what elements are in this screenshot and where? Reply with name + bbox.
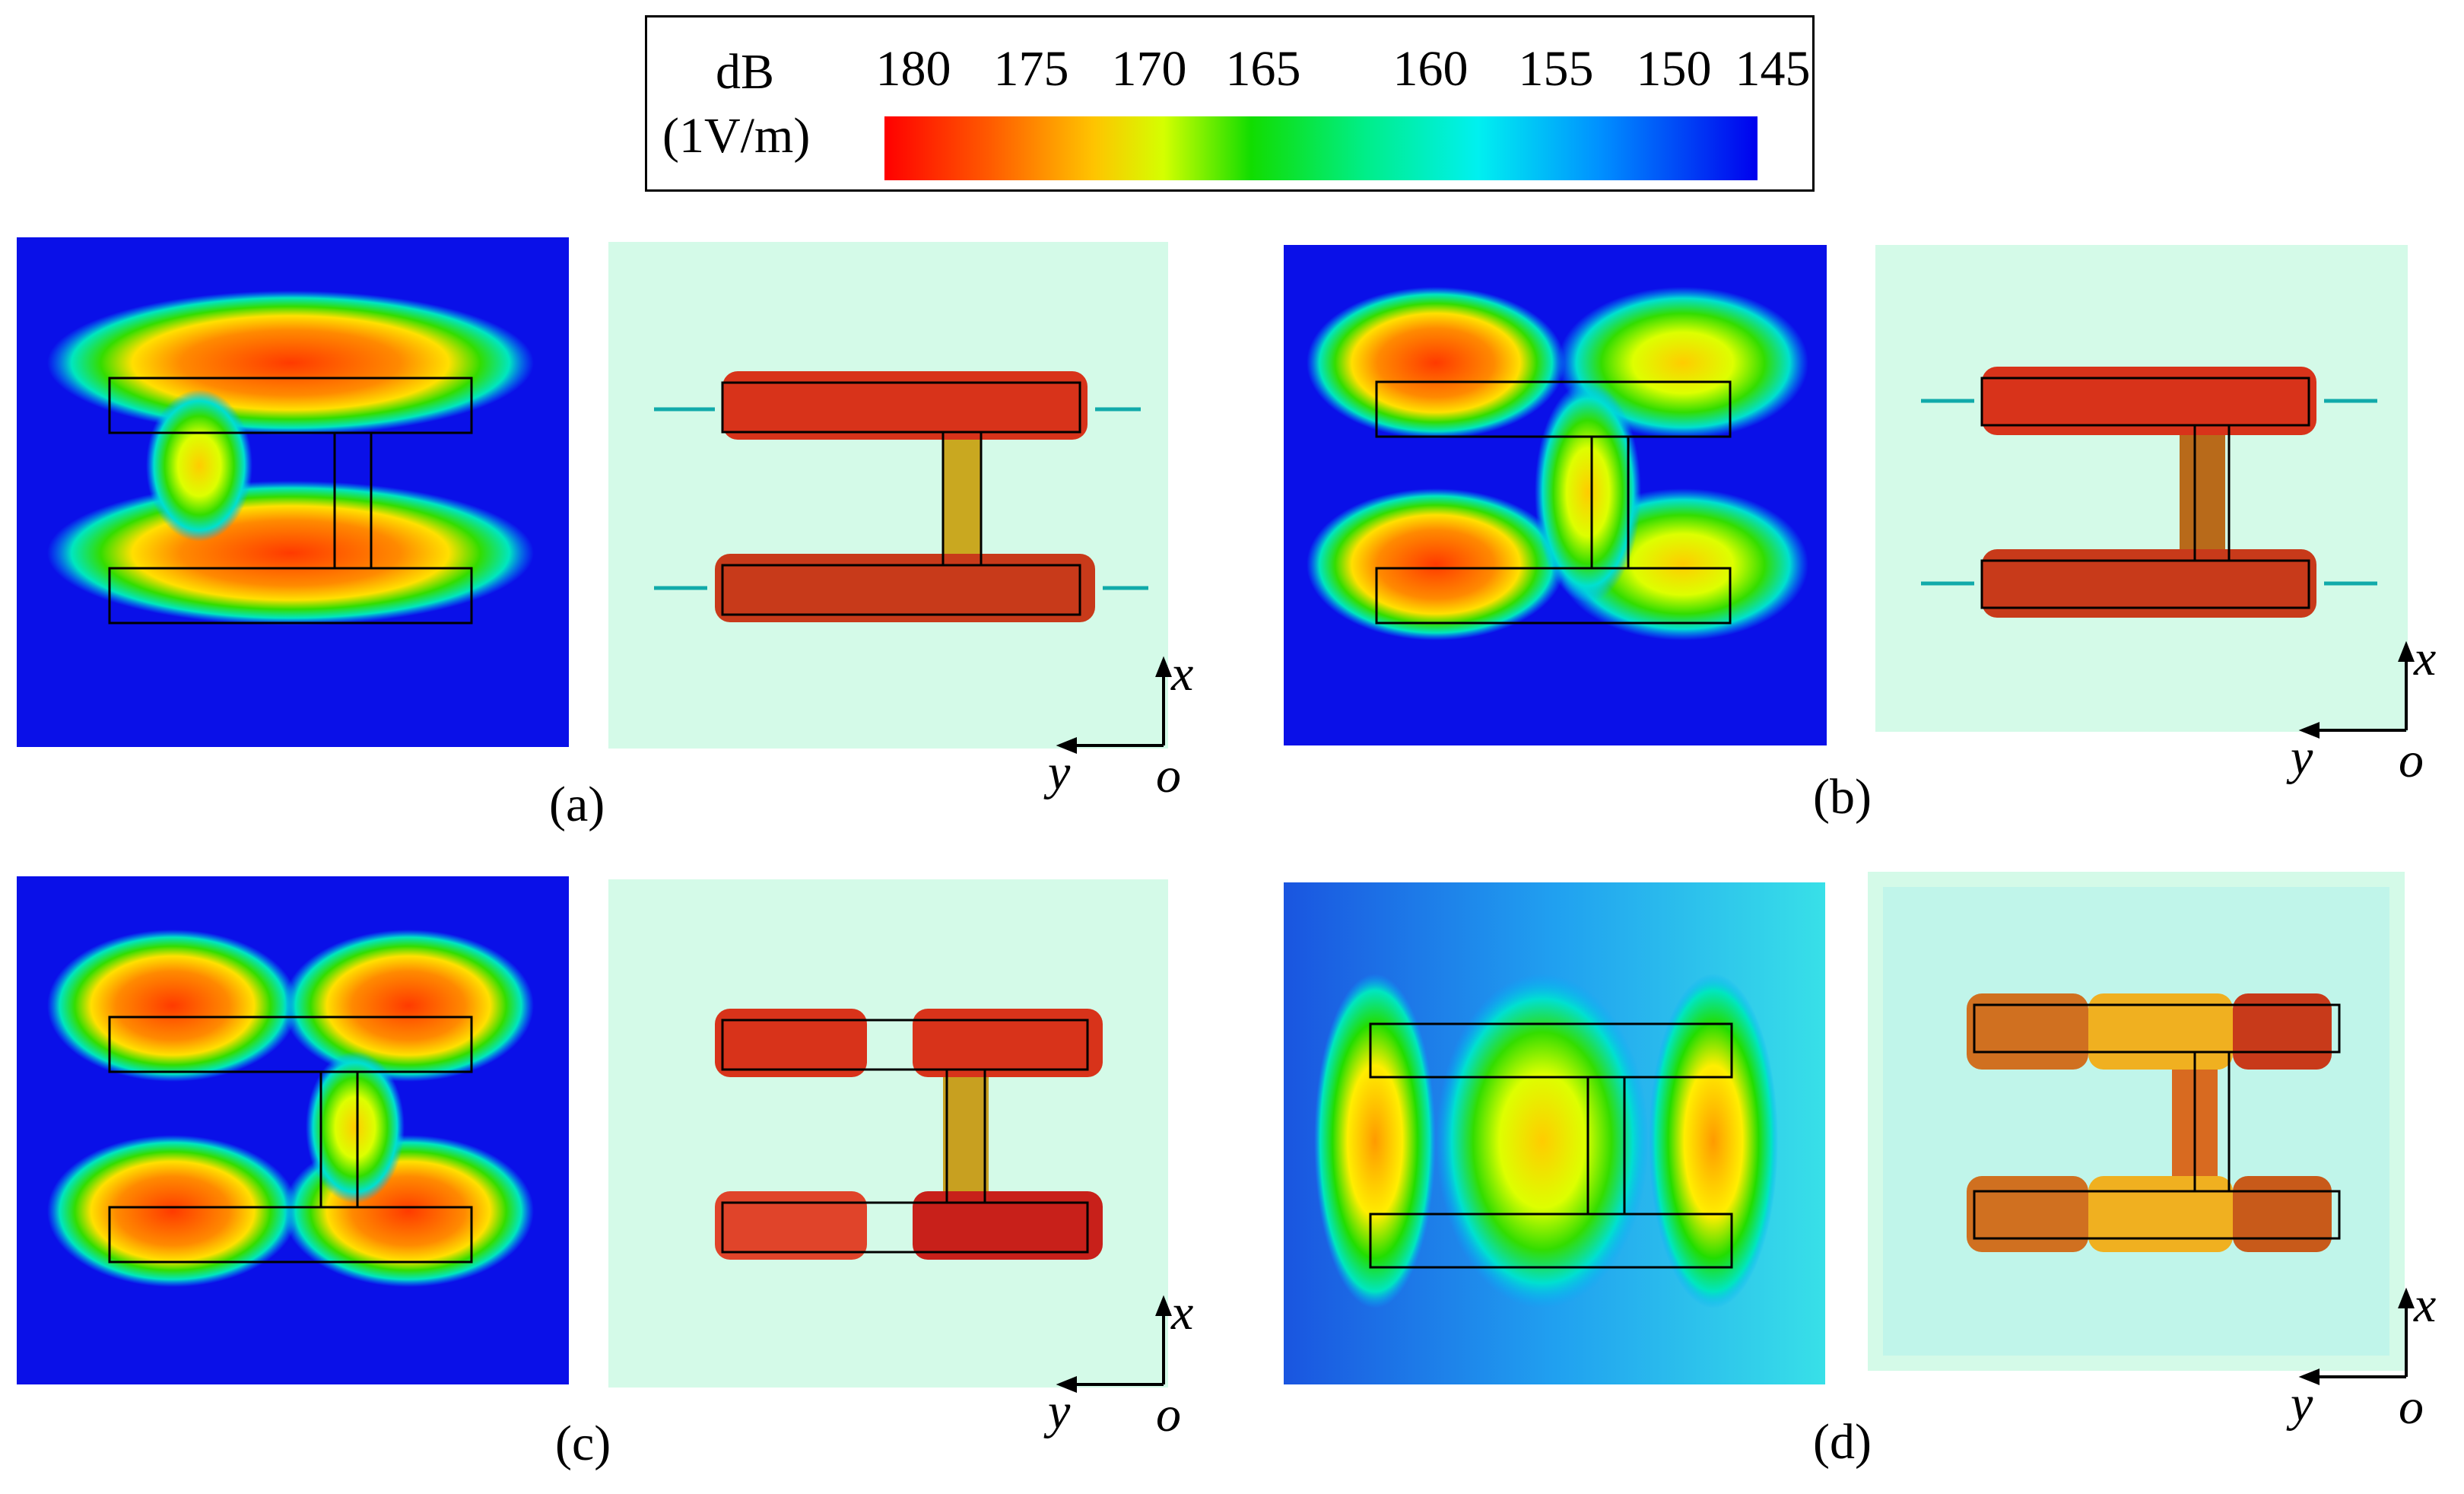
- panel-label-a: (a): [549, 777, 605, 832]
- legend-tick: 170: [1111, 41, 1187, 97]
- vector-field-c: [608, 879, 1168, 1388]
- vector-field-b: [1875, 245, 2408, 732]
- colorbar-gradient: [884, 116, 1758, 180]
- axis-indicator-b: x y o: [2291, 631, 2436, 788]
- axis-origin-label: o: [1156, 748, 1181, 803]
- axis-origin-label: o: [2399, 1379, 2424, 1435]
- panel-label-d: (d): [1813, 1414, 1872, 1470]
- legend-ticks: 180 175 170 165 160 155 150 145: [868, 40, 1811, 101]
- axis-x-label: x: [2414, 1277, 2437, 1333]
- axis-origin-label: o: [1156, 1387, 1181, 1442]
- legend-tick: 145: [1735, 41, 1811, 97]
- legend-tick: 180: [875, 41, 951, 97]
- axis-y-label: y: [1048, 1384, 1071, 1439]
- axis-y-label: y: [2291, 730, 2313, 785]
- legend-tick: 160: [1392, 41, 1469, 97]
- legend-tick: 175: [993, 41, 1069, 97]
- legend-unit-line1: dB: [716, 44, 775, 100]
- axis-x-label: x: [2414, 631, 2437, 686]
- legend-unit-line2: (1V/m): [662, 108, 811, 164]
- axis-y-label: y: [2291, 1376, 2313, 1432]
- heatmap-d: [1284, 882, 1825, 1384]
- axis-origin-label: o: [2399, 733, 2424, 788]
- heatmap-a: [17, 237, 569, 747]
- legend-tick: 165: [1225, 41, 1301, 97]
- heatmap-c: [17, 876, 569, 1384]
- vector-field-d: [1868, 872, 2405, 1371]
- colorbar-legend: dB (1V/m) 180 175 170 165 160 155 150 14…: [645, 15, 1815, 192]
- axis-y-label: y: [1048, 745, 1071, 800]
- vector-field-a: [608, 242, 1168, 749]
- panel-label-b: (b): [1813, 769, 1872, 825]
- heatmap-b: [1284, 245, 1827, 745]
- legend-tick: 150: [1636, 41, 1712, 97]
- axis-x-label: x: [1171, 646, 1194, 701]
- axis-x-label: x: [1171, 1285, 1194, 1340]
- legend-tick: 155: [1518, 41, 1594, 97]
- axis-indicator-c: x y o: [1048, 1285, 1193, 1442]
- panel-label-c: (c): [555, 1416, 611, 1471]
- axis-indicator-d: x y o: [2291, 1277, 2436, 1435]
- axis-indicator-a: x y o: [1048, 646, 1193, 803]
